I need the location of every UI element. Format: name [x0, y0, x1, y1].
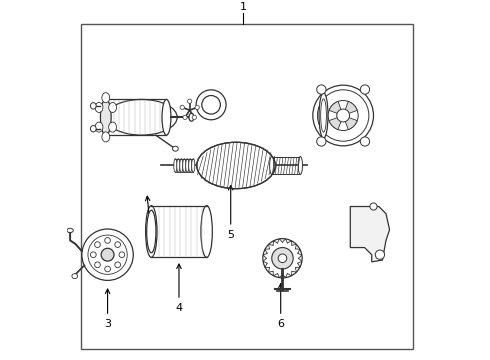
Circle shape — [101, 248, 114, 261]
Wedge shape — [343, 102, 357, 116]
Circle shape — [119, 252, 125, 257]
Circle shape — [183, 115, 187, 120]
Circle shape — [95, 242, 100, 247]
Ellipse shape — [95, 103, 103, 112]
Text: 3: 3 — [104, 289, 111, 329]
Circle shape — [88, 235, 127, 274]
Wedge shape — [343, 116, 357, 130]
Ellipse shape — [201, 206, 212, 257]
Ellipse shape — [186, 159, 189, 172]
Circle shape — [105, 266, 110, 272]
Circle shape — [196, 90, 226, 120]
Ellipse shape — [109, 103, 117, 112]
Circle shape — [82, 229, 133, 280]
Circle shape — [180, 105, 184, 109]
Ellipse shape — [100, 99, 111, 135]
Ellipse shape — [183, 159, 186, 172]
Circle shape — [91, 252, 96, 257]
Ellipse shape — [147, 210, 156, 253]
Ellipse shape — [95, 122, 103, 132]
Ellipse shape — [192, 159, 195, 172]
Ellipse shape — [189, 113, 194, 121]
Circle shape — [317, 85, 326, 94]
Text: 1: 1 — [240, 2, 247, 12]
Circle shape — [272, 248, 293, 269]
Text: 6: 6 — [277, 284, 284, 329]
Ellipse shape — [320, 99, 326, 132]
Wedge shape — [329, 102, 343, 116]
Circle shape — [337, 109, 349, 122]
Ellipse shape — [197, 142, 275, 189]
Circle shape — [313, 85, 373, 146]
Ellipse shape — [146, 206, 157, 257]
Circle shape — [192, 115, 196, 120]
Circle shape — [188, 99, 192, 103]
Ellipse shape — [298, 157, 302, 174]
Circle shape — [263, 239, 302, 278]
Circle shape — [115, 242, 121, 247]
Ellipse shape — [319, 93, 328, 138]
Ellipse shape — [177, 159, 180, 172]
Text: 2: 2 — [146, 196, 154, 234]
Ellipse shape — [270, 157, 274, 174]
Circle shape — [317, 137, 326, 146]
Ellipse shape — [91, 103, 96, 109]
Wedge shape — [329, 116, 343, 130]
Text: 5: 5 — [227, 185, 234, 240]
Ellipse shape — [162, 99, 171, 135]
Ellipse shape — [91, 126, 96, 132]
Ellipse shape — [102, 132, 110, 142]
Ellipse shape — [72, 274, 77, 279]
Circle shape — [202, 95, 220, 114]
Circle shape — [318, 90, 369, 141]
Circle shape — [328, 100, 358, 130]
Circle shape — [360, 85, 369, 94]
Polygon shape — [350, 207, 390, 262]
Circle shape — [278, 254, 287, 262]
Circle shape — [115, 262, 121, 267]
Ellipse shape — [189, 159, 192, 172]
Ellipse shape — [102, 93, 110, 103]
Circle shape — [370, 203, 377, 210]
Circle shape — [360, 137, 369, 146]
Ellipse shape — [106, 99, 177, 135]
Circle shape — [95, 262, 100, 267]
Ellipse shape — [172, 146, 178, 151]
Text: 4: 4 — [175, 264, 183, 313]
Circle shape — [195, 105, 199, 109]
Ellipse shape — [174, 159, 177, 172]
Ellipse shape — [180, 159, 183, 172]
Ellipse shape — [109, 122, 117, 132]
Ellipse shape — [67, 228, 74, 233]
Circle shape — [105, 238, 110, 243]
Circle shape — [375, 250, 385, 259]
